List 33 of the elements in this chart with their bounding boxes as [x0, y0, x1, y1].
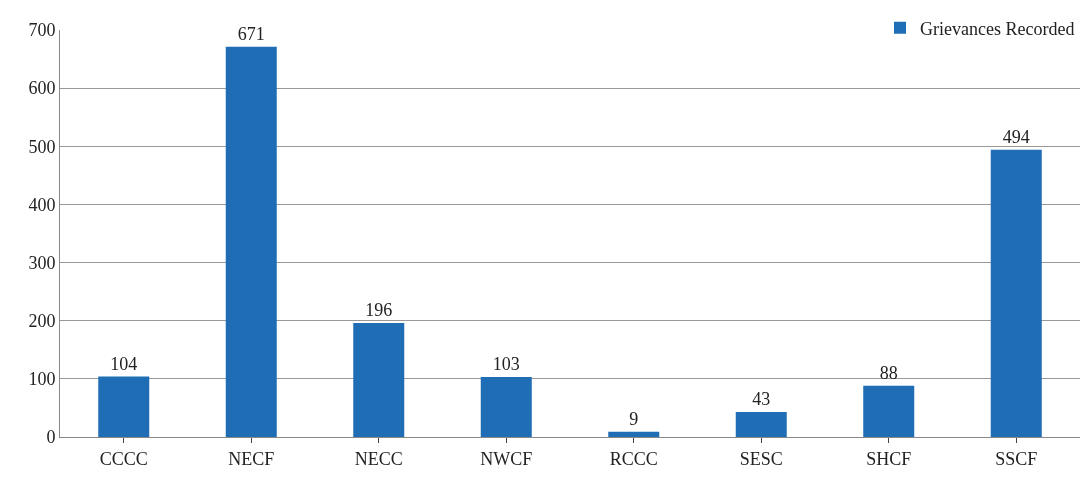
x-tick-label: CCCC: [99, 448, 148, 469]
x-tick-label: NWCF: [480, 448, 533, 469]
data-label: 43: [752, 389, 771, 409]
data-label: 104: [110, 353, 138, 374]
x-tick-label: SHCF: [866, 448, 912, 469]
x-tick-label: SESC: [739, 448, 783, 469]
bar: [990, 149, 1042, 437]
bar: [353, 323, 405, 437]
x-tick-label: NECC: [354, 448, 403, 469]
y-tick-label: 700: [28, 20, 56, 41]
bar: [98, 376, 150, 437]
bar: [863, 385, 915, 437]
y-tick-label: 500: [28, 136, 56, 157]
x-tick-label: RCCC: [609, 448, 658, 469]
data-label: 88: [879, 362, 898, 383]
bar: [608, 431, 660, 437]
x-tick-label: NECF: [228, 448, 275, 469]
data-label: 9: [629, 408, 639, 429]
data-label: 196: [365, 300, 393, 321]
y-tick-label: 200: [28, 311, 56, 332]
bar: [480, 377, 532, 437]
y-tick-label: 300: [28, 252, 56, 273]
data-label: 671: [237, 23, 265, 44]
y-tick-label: 100: [28, 369, 56, 390]
data-label: 103: [492, 354, 520, 375]
x-tick-label: SSCF: [995, 448, 1038, 469]
legend-label: Grievances Recorded: [920, 18, 1075, 39]
data-label: 494: [1002, 126, 1030, 147]
y-tick-label: 600: [28, 78, 56, 99]
y-tick-label: 0: [46, 427, 56, 448]
bar: [735, 412, 787, 437]
bar: [225, 46, 277, 437]
y-tick-label: 400: [28, 194, 56, 215]
